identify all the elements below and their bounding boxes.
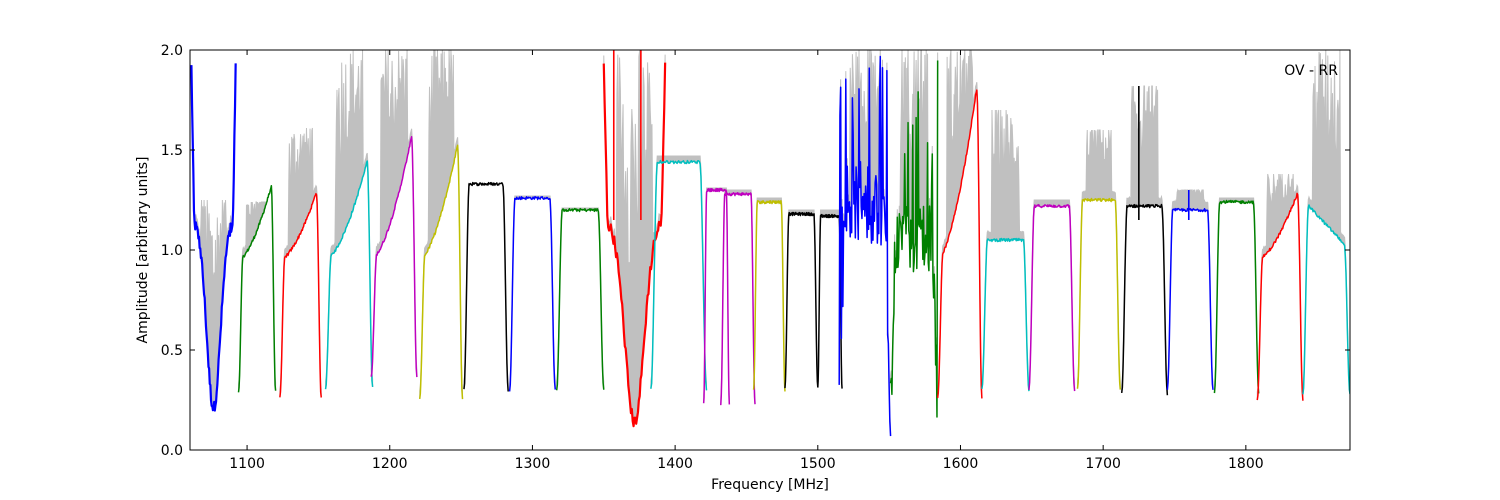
band-series-line-19 [981, 237, 1030, 392]
band-series-line-4 [370, 135, 418, 378]
axis-ticks: 1100 1200 1300 1400 1500 1600 1700 1800 0.0 0.5 1.… [161, 43, 1350, 472]
band-series-line-10 [650, 159, 708, 391]
band-series-line-16 [838, 55, 892, 437]
band-series-line-18 [936, 89, 983, 399]
y-axis-title: Amplitude [arbitrary units] [135, 157, 151, 344]
band-series-line-22 [1120, 203, 1169, 396]
y-tick-label: 0.0 [161, 443, 183, 459]
y-tick-label: 1.0 [161, 243, 183, 259]
band-series-line-3 [324, 160, 374, 390]
band-series-line-5 [418, 144, 464, 400]
band-series-line-24 [1213, 199, 1260, 394]
band-series-line-13 [752, 199, 786, 392]
band-series-line-17 [889, 60, 939, 418]
band-series-line-23 [1166, 207, 1214, 390]
band-series-line-15 [817, 213, 843, 389]
y-tick-label: 1.5 [161, 143, 183, 159]
x-tick-label: 1200 [372, 456, 408, 472]
band-series-line-26 [1302, 204, 1350, 395]
y-tick-label: 0.5 [161, 343, 183, 359]
band-series-line-6 [463, 181, 509, 392]
x-tick-label: 1500 [800, 456, 836, 472]
x-tick-label: 1600 [943, 456, 979, 472]
x-tick-label: 1300 [515, 456, 551, 472]
y-tick-label: 2.0 [161, 43, 183, 59]
band-series-line-25 [1256, 192, 1304, 401]
x-tick-label: 1800 [1228, 456, 1264, 472]
band-series-line-14 [784, 211, 819, 389]
band-series-line-1 [237, 184, 277, 393]
band-series-layer [190, 50, 1350, 437]
band-series-line-21 [1076, 197, 1122, 390]
band-series-line-12 [720, 192, 756, 406]
band-series-line-20 [1028, 203, 1076, 392]
x-tick-label: 1700 [1085, 456, 1121, 472]
band-series-line-7 [508, 195, 557, 392]
band-series-line-11 [702, 187, 731, 405]
x-tick-label: 1100 [229, 456, 265, 472]
band-series-line-8 [555, 207, 605, 391]
chart-annotation: OV - RR [1284, 63, 1338, 79]
x-tick-label: 1400 [657, 456, 693, 472]
x-axis-title: Frequency [MHz] [711, 477, 829, 493]
band-series-line-0 [190, 63, 237, 412]
band-series-line-2 [279, 192, 323, 398]
